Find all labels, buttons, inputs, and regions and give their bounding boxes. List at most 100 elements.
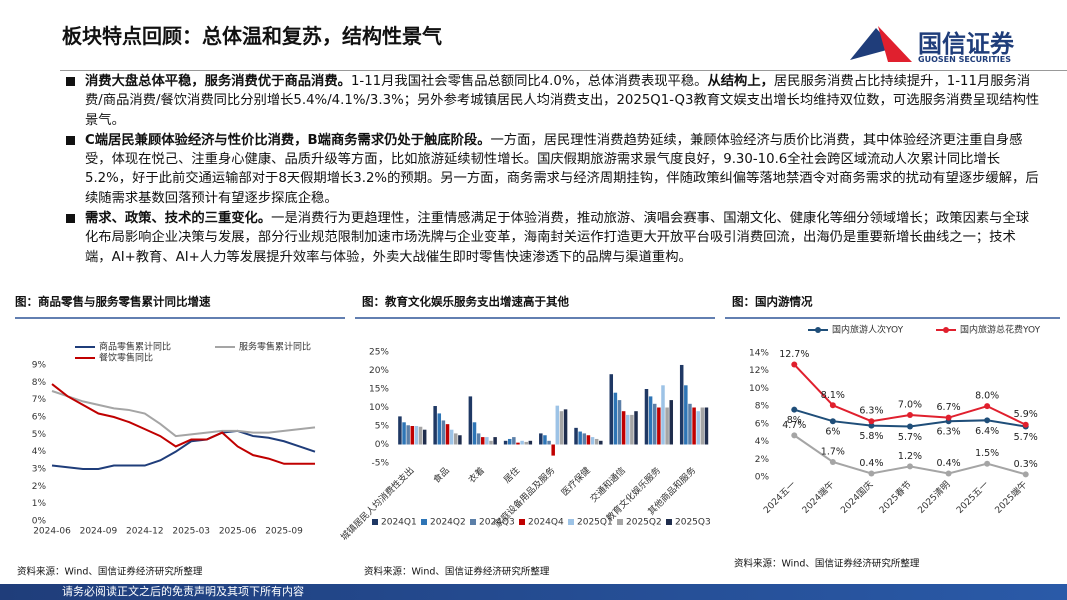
bullet-text: 从结构上， xyxy=(707,74,774,89)
value-label: 6.3% xyxy=(937,427,961,438)
value-label: 1.5% xyxy=(975,448,999,459)
marker xyxy=(868,422,875,429)
marker xyxy=(945,414,952,421)
bar xyxy=(454,433,458,445)
bar xyxy=(507,438,512,445)
value-label: 6.4% xyxy=(975,426,999,437)
value-label: 0.3% xyxy=(1014,459,1038,470)
y-tick-label: 20% xyxy=(369,366,389,376)
bar xyxy=(445,424,450,445)
bar xyxy=(528,440,533,445)
x-tick-label: 2025-09 xyxy=(265,527,303,537)
bar xyxy=(555,405,560,445)
bullet-text: 居民服务消费占比持续提升，1-11月服务消费/商品消费/餐饮消费同比分别增长5.… xyxy=(85,74,1040,128)
legend-label: 2025Q2 xyxy=(626,518,662,528)
bar xyxy=(414,426,419,445)
bar xyxy=(704,407,709,445)
bar xyxy=(692,407,696,445)
x-tick-label: 2025春节 xyxy=(876,478,913,515)
marker xyxy=(868,418,875,425)
bar xyxy=(559,411,564,445)
value-label: 6.3% xyxy=(859,406,883,417)
bar xyxy=(406,425,410,445)
x-tick-label: 2024国庆 xyxy=(838,478,875,515)
marker xyxy=(945,470,952,477)
legend-label: 商品零售累计同比 xyxy=(99,341,171,353)
y-tick-label: 9% xyxy=(32,361,47,371)
line xyxy=(51,383,315,465)
marker xyxy=(829,418,836,425)
y-tick-label: 4% xyxy=(32,447,47,457)
bar xyxy=(661,385,665,445)
bar xyxy=(599,440,603,445)
bar xyxy=(626,414,630,445)
y-tick-label: 5% xyxy=(32,430,47,440)
bar xyxy=(441,420,446,445)
source-note: 资料来源：Wind、国信证券经济研究所整理 xyxy=(364,566,550,578)
y-tick-label: 6% xyxy=(755,419,770,429)
bar xyxy=(503,440,508,445)
legend-label: 2024Q3 xyxy=(479,518,515,528)
logo-text: 国信证券 xyxy=(918,30,1014,58)
page-title: 板块特点回顾：总体温和复苏，结构性景气 xyxy=(62,24,442,48)
x-tick-label: 2024-09 xyxy=(80,527,118,537)
bar xyxy=(480,437,485,445)
bar xyxy=(512,437,516,445)
bar xyxy=(590,437,595,445)
line xyxy=(51,429,316,470)
chart-title: 图：国内游情况 xyxy=(732,295,813,309)
y-tick-label: 3% xyxy=(32,465,47,475)
bar xyxy=(586,435,591,445)
x-tick-label: 衣着 xyxy=(466,464,487,485)
x-tick-label: 2025五一 xyxy=(955,480,991,516)
bar xyxy=(547,440,551,445)
bar xyxy=(468,396,473,445)
bar xyxy=(476,433,481,445)
bullet-marker xyxy=(66,214,75,224)
y-tick-label: 8% xyxy=(755,402,770,412)
value-label: 5.7% xyxy=(898,432,922,443)
marker xyxy=(907,412,913,418)
marker xyxy=(984,417,991,424)
marker xyxy=(829,458,836,465)
bar xyxy=(669,400,673,445)
value-label: 5.8% xyxy=(859,431,883,442)
bar xyxy=(609,374,614,445)
bar xyxy=(688,403,692,445)
marker xyxy=(984,460,991,467)
bar xyxy=(644,389,649,445)
y-tick-label: -5% xyxy=(371,459,389,469)
y-tick-label: 0% xyxy=(32,517,47,527)
bar xyxy=(398,416,402,445)
bar xyxy=(433,406,437,445)
x-tick-label: 2024-06 xyxy=(33,527,71,537)
bar xyxy=(665,407,669,445)
bullet: 需求、政策、技术的三重变化。一是消费行为更趋理性，注重情感满足于体验消费，推动旅… xyxy=(66,209,1040,267)
legend-label: 2024Q2 xyxy=(430,518,466,528)
value-label: 1.7% xyxy=(821,446,845,457)
bullet-text: 一方面，居民理性消费趋势延续，兼顾体验经济与质价比消费，其中体验经济更注重自身感… xyxy=(85,132,1039,206)
value-label: 6.7% xyxy=(937,402,961,413)
legend-swatch xyxy=(470,519,476,525)
bullet-list: 消费大盘总体平稳，服务消费优于商品消费。1-11月我国社会零售品总额同比4.0%… xyxy=(66,72,1040,268)
legend-marker xyxy=(943,327,949,333)
value-label: 5.7% xyxy=(1014,432,1038,443)
bar xyxy=(574,427,578,445)
bar xyxy=(652,403,657,445)
legend-label: 2025Q1 xyxy=(577,518,613,528)
x-tick-label: 医疗保健 xyxy=(559,464,593,498)
marker xyxy=(868,470,875,477)
x-tick-label: 居住 xyxy=(501,464,522,485)
x-tick-label: 2025-03 xyxy=(172,527,210,537)
bullet: 消费大盘总体平稳，服务消费优于商品消费。1-11月我国社会零售品总额同比4.0%… xyxy=(66,72,1040,130)
bullet-marker xyxy=(66,77,75,86)
marker xyxy=(791,361,798,368)
header-rule xyxy=(60,70,1067,71)
value-label: 5.9% xyxy=(1014,409,1038,420)
marker xyxy=(907,423,913,430)
bar xyxy=(489,440,493,445)
y-tick-label: 15% xyxy=(369,385,389,395)
legend-swatch xyxy=(666,519,672,525)
y-tick-label: 10% xyxy=(749,384,769,394)
